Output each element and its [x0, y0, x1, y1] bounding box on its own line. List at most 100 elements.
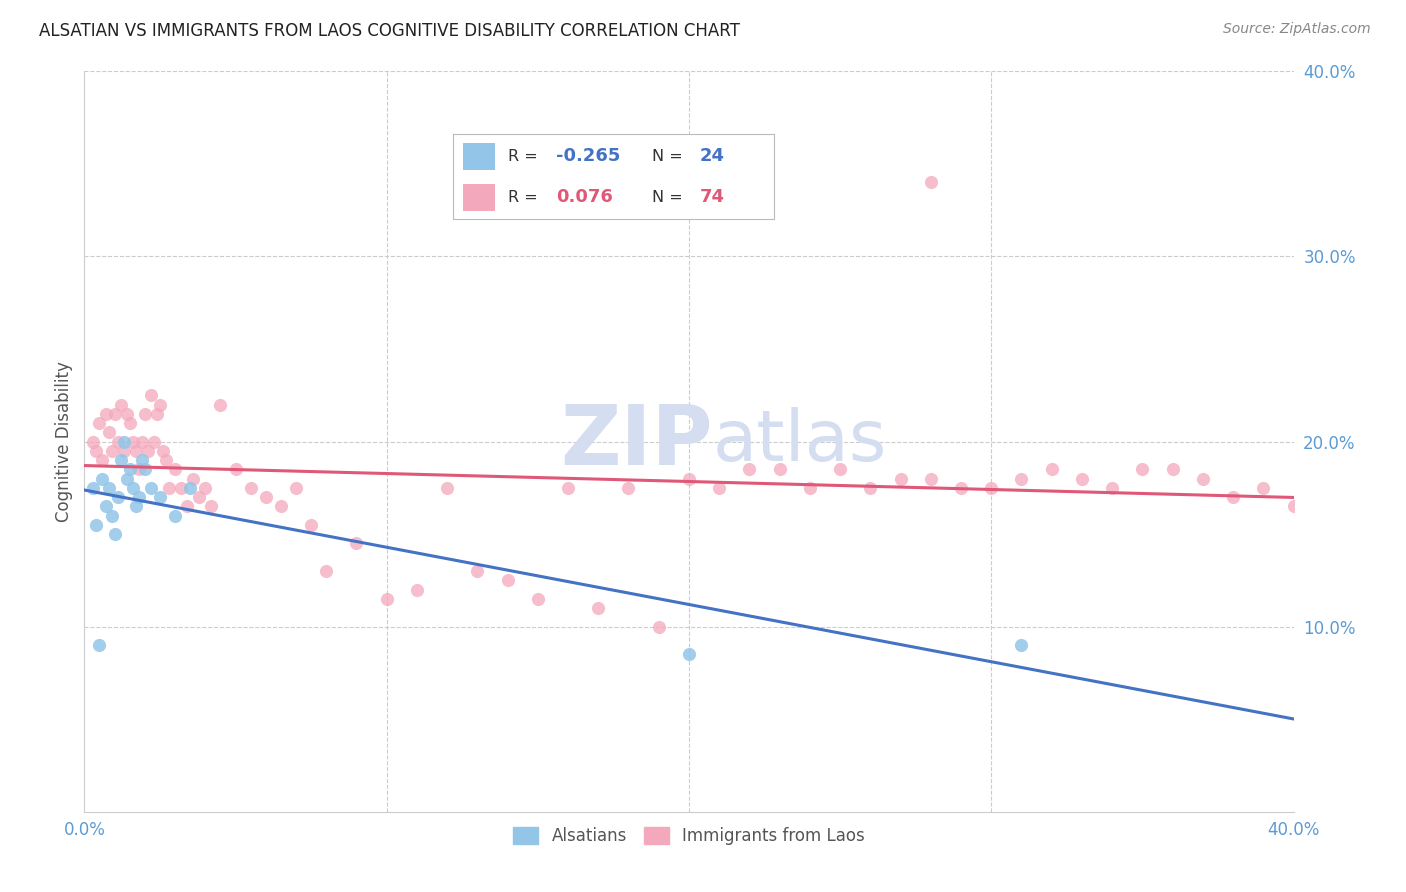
Point [112, 434, 135, 449]
Point [254, 490, 277, 504]
Point [139, 481, 162, 495]
Point [181, 472, 204, 486]
Point [82, 481, 104, 495]
Point [115, 472, 138, 486]
Point [496, 574, 519, 588]
Point [239, 481, 262, 495]
Point [270, 500, 292, 514]
Point [678, 472, 700, 486]
Point [1071, 472, 1094, 486]
Point [1222, 490, 1244, 504]
Point [648, 619, 671, 633]
Point [200, 500, 222, 514]
Point [709, 481, 731, 495]
Point [678, 648, 700, 662]
Text: atlas: atlas [713, 407, 887, 476]
Point [110, 453, 132, 467]
Point [617, 481, 640, 495]
Point [157, 481, 180, 495]
Point [527, 591, 550, 606]
Point [1011, 472, 1033, 486]
Point [950, 481, 973, 495]
Point [920, 175, 942, 190]
Point [1130, 462, 1153, 476]
Point [115, 407, 138, 421]
Point [769, 462, 792, 476]
Point [134, 407, 156, 421]
Point [346, 536, 368, 550]
Point [125, 500, 148, 514]
Point [467, 564, 489, 578]
Point [375, 591, 398, 606]
Point [125, 443, 148, 458]
Point [128, 462, 150, 476]
Point [152, 443, 174, 458]
Point [131, 453, 153, 467]
Point [128, 490, 150, 504]
Point [104, 527, 127, 541]
Point [830, 462, 852, 476]
Point [165, 508, 187, 523]
Point [225, 462, 247, 476]
Point [315, 564, 337, 578]
Point [1192, 472, 1215, 486]
Point [94, 407, 117, 421]
Point [112, 443, 135, 458]
Point [890, 472, 912, 486]
Legend: Alsatians, Immigrants from Laos: Alsatians, Immigrants from Laos [506, 820, 872, 852]
Point [104, 407, 127, 421]
Point [86, 517, 108, 532]
Text: ZIP: ZIP [561, 401, 713, 482]
Point [89, 416, 111, 430]
Point [91, 453, 114, 467]
Point [97, 481, 120, 495]
Point [107, 490, 129, 504]
Point [91, 472, 114, 486]
Point [86, 443, 108, 458]
Point [1101, 481, 1123, 495]
Text: Source: ZipAtlas.com: Source: ZipAtlas.com [1223, 22, 1371, 37]
Point [100, 508, 122, 523]
Point [170, 481, 193, 495]
Point [285, 481, 308, 495]
Point [82, 434, 104, 449]
Point [738, 462, 761, 476]
Point [118, 462, 141, 476]
Text: ALSATIAN VS IMMIGRANTS FROM LAOS COGNITIVE DISABILITY CORRELATION CHART: ALSATIAN VS IMMIGRANTS FROM LAOS COGNITI… [39, 22, 740, 40]
Point [188, 490, 211, 504]
Point [97, 425, 120, 440]
Point [588, 601, 610, 615]
Point [136, 443, 159, 458]
Point [920, 472, 942, 486]
Point [149, 398, 172, 412]
Point [94, 500, 117, 514]
Point [107, 434, 129, 449]
Point [165, 462, 187, 476]
Point [194, 481, 217, 495]
Point [1011, 638, 1033, 652]
Point [859, 481, 882, 495]
Point [131, 434, 153, 449]
Point [100, 443, 122, 458]
Point [121, 481, 143, 495]
Point [110, 398, 132, 412]
Point [1040, 462, 1063, 476]
Point [142, 434, 165, 449]
Point [118, 416, 141, 430]
Point [155, 453, 177, 467]
Point [121, 434, 143, 449]
Point [179, 481, 201, 495]
Point [89, 638, 111, 652]
Point [406, 582, 429, 597]
Point [557, 481, 579, 495]
Point [149, 490, 172, 504]
Point [209, 398, 232, 412]
Point [1161, 462, 1184, 476]
Point [146, 407, 169, 421]
Point [134, 462, 156, 476]
Point [139, 388, 162, 402]
Point [436, 481, 458, 495]
Point [799, 481, 821, 495]
Point [1253, 481, 1275, 495]
Y-axis label: Cognitive Disability: Cognitive Disability [55, 361, 73, 522]
